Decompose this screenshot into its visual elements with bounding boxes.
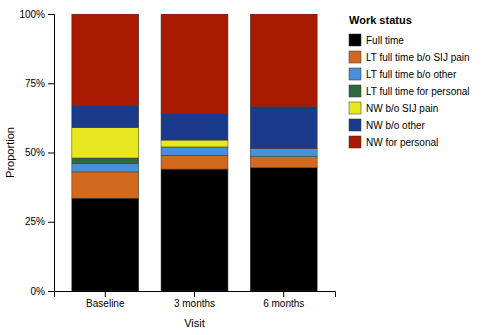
tick-label: 25%: [25, 216, 45, 227]
legend-item: NW b/o SIJ pain: [349, 102, 438, 114]
bar-segment: [72, 128, 139, 158]
legend: Work status Full time LT full time b/o SIJ…: [349, 14, 470, 148]
bar-segment: [161, 147, 228, 155]
bar-segment: [72, 14, 139, 105]
tick-label: 6 months: [263, 298, 304, 309]
axis-line: [55, 292, 336, 298]
bar-segment: [72, 158, 139, 164]
tick: Baseline: [86, 291, 125, 309]
tick: 6 months: [263, 291, 304, 309]
legend-label: NW for personal: [366, 137, 438, 148]
tick: 3 months: [174, 291, 215, 309]
bar-segment: [161, 114, 228, 140]
legend-item: LT full time b/o other: [349, 68, 457, 80]
axis-line: [48, 15, 55, 292]
bar-segment: [250, 157, 317, 168]
legend-swatch: [349, 51, 361, 63]
tick: 0%: [31, 286, 54, 297]
bars: [72, 14, 317, 291]
legend-item: NW for personal: [349, 136, 438, 148]
tick-label: 75%: [25, 78, 45, 89]
bar-segment: [161, 14, 228, 114]
tick: 25%: [25, 216, 54, 227]
tick-mark: [48, 14, 54, 15]
bar-segment: [72, 172, 139, 198]
bar-segment: [250, 148, 317, 156]
tick-label: 50%: [25, 147, 45, 158]
x-axis-title: Visit: [184, 317, 205, 329]
bar-series: [72, 168, 317, 291]
tick-mark: [48, 83, 54, 84]
tick-mark: [283, 291, 284, 297]
legend-swatch: [349, 102, 361, 114]
legend-label: LT full time b/o SIJ pain: [366, 52, 470, 63]
legend-label: NW b/o SIJ pain: [366, 103, 438, 114]
bar-segment: [250, 168, 317, 291]
bar-segment: [161, 155, 228, 169]
legend-item: Full time: [349, 34, 404, 46]
legend-label: Full time: [366, 35, 404, 46]
bar-segment: [250, 107, 317, 149]
bar-segment: [161, 169, 228, 291]
legend-swatch: [349, 136, 361, 148]
legend-item: LT full time for personal: [349, 85, 470, 97]
legend-swatch: [349, 119, 361, 131]
tick-mark: [105, 291, 106, 297]
tick: 100%: [19, 9, 54, 20]
bar-series: [72, 158, 139, 164]
bar-segment: [72, 198, 139, 291]
tick-mark: [194, 291, 195, 297]
tick: 75%: [25, 78, 54, 89]
x-axis: Baseline 3 months 6 months: [55, 291, 336, 309]
legend-label: LT full time b/o other: [366, 69, 457, 80]
legend-swatch: [349, 85, 361, 97]
tick-mark: [48, 291, 54, 292]
tick-label: 100%: [19, 9, 45, 20]
legend-item: LT full time b/o SIJ pain: [349, 51, 470, 63]
tick: 50%: [25, 147, 54, 158]
y-axis: 0% 25% 50% 75% 100%: [19, 9, 54, 297]
chart: 0% 25% 50% 75% 100% Baseline 3 months 6 months V…: [0, 0, 500, 335]
legend-title: Work status: [349, 14, 412, 26]
legend-swatch: [349, 34, 361, 46]
legend-swatch: [349, 68, 361, 80]
bar-segment: [72, 164, 139, 172]
tick-label: 3 months: [174, 298, 215, 309]
y-axis-title: Proportion: [4, 127, 16, 178]
bar-segment: [250, 14, 317, 107]
legend-item: NW b/o other: [349, 119, 426, 131]
bar-series: [72, 14, 317, 114]
bar-segment: [161, 140, 228, 147]
bar-series: [72, 155, 317, 198]
legend-label: NW b/o other: [366, 120, 426, 131]
tick-label: Baseline: [86, 298, 125, 309]
plot: 0% 25% 50% 75% 100% Baseline 3 months 6 months: [19, 9, 335, 309]
bar-segment: [72, 105, 139, 127]
legend-label: LT full time for personal: [366, 86, 470, 97]
tick-mark: [48, 222, 54, 223]
tick-mark: [48, 153, 54, 154]
tick-label: 0%: [31, 286, 46, 297]
